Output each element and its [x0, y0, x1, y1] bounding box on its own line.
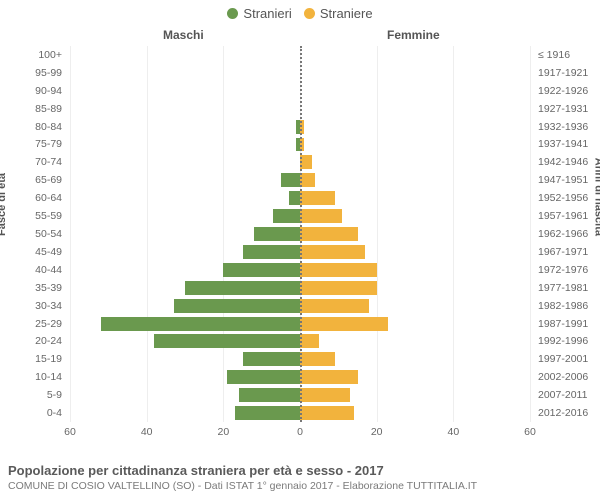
legend: Stranieri Straniere	[0, 0, 600, 21]
year-label: 1932-1936	[534, 118, 600, 136]
bar-male	[174, 299, 301, 313]
age-label: 60-64	[0, 189, 66, 207]
age-label: 10-14	[0, 368, 66, 386]
age-label: 65-69	[0, 171, 66, 189]
bar-female	[300, 209, 342, 223]
bar-female	[300, 352, 335, 366]
x-tick-label: 20	[371, 426, 383, 438]
age-label: 55-59	[0, 207, 66, 225]
bar-female	[300, 317, 388, 331]
year-label: 1972-1976	[534, 261, 600, 279]
age-label: 25-29	[0, 315, 66, 333]
age-label: 45-49	[0, 243, 66, 261]
year-label: 1967-1971	[534, 243, 600, 261]
legend-item-male: Stranieri	[227, 6, 291, 21]
swatch-female	[304, 8, 315, 19]
x-axis-ticks: 6040200204060	[70, 426, 530, 440]
year-label: 1922-1926	[534, 82, 600, 100]
age-label: 95-99	[0, 64, 66, 82]
year-label: 1937-1941	[534, 136, 600, 154]
bar-male	[254, 227, 300, 241]
year-label: 1987-1991	[534, 315, 600, 333]
bar-female	[300, 334, 319, 348]
year-label: 1917-1921	[534, 64, 600, 82]
age-label: 85-89	[0, 100, 66, 118]
age-label: 100+	[0, 46, 66, 64]
year-label: 1977-1981	[534, 279, 600, 297]
column-header-male: Maschi	[163, 28, 204, 42]
bar-male	[273, 209, 300, 223]
chart-title: Popolazione per cittadinanza straniera p…	[8, 463, 592, 478]
age-label: 15-19	[0, 350, 66, 368]
bar-female	[300, 299, 369, 313]
column-header-female: Femmine	[387, 28, 440, 42]
legend-item-female: Straniere	[304, 6, 373, 21]
bar-male	[289, 191, 301, 205]
year-label: 1962-1966	[534, 225, 600, 243]
bar-female	[300, 406, 354, 420]
legend-label-female: Straniere	[320, 6, 373, 21]
year-label: 2007-2011	[534, 386, 600, 404]
age-label: 90-94	[0, 82, 66, 100]
chart-area: Maschi Femmine Fasce di età Anni di nasc…	[0, 28, 600, 444]
bar-male	[239, 388, 300, 402]
year-label: 2002-2006	[534, 368, 600, 386]
bar-female	[300, 263, 377, 277]
x-tick-label: 0	[297, 426, 303, 438]
legend-label-male: Stranieri	[243, 6, 291, 21]
bar-female	[300, 191, 335, 205]
age-label: 35-39	[0, 279, 66, 297]
x-tick-label: 40	[447, 426, 459, 438]
x-tick-label: 40	[141, 426, 153, 438]
age-label: 30-34	[0, 297, 66, 315]
x-tick-label: 20	[217, 426, 229, 438]
bar-male	[223, 263, 300, 277]
year-label: ≤ 1916	[534, 46, 600, 64]
age-label: 50-54	[0, 225, 66, 243]
bar-male	[227, 370, 300, 384]
bar-female	[300, 388, 350, 402]
grid-line	[530, 46, 531, 422]
year-label: 1992-1996	[534, 333, 600, 351]
bar-female	[300, 173, 315, 187]
bar-male	[243, 245, 301, 259]
age-label: 5-9	[0, 386, 66, 404]
age-label: 70-74	[0, 153, 66, 171]
year-label: 2012-2016	[534, 404, 600, 422]
x-tick-label: 60	[64, 426, 76, 438]
bar-male	[185, 281, 300, 295]
year-label: 1947-1951	[534, 171, 600, 189]
footer: Popolazione per cittadinanza straniera p…	[8, 463, 592, 492]
age-label: 80-84	[0, 118, 66, 136]
bar-female	[300, 245, 365, 259]
bar-male	[281, 173, 300, 187]
bar-male	[243, 352, 301, 366]
bar-male	[235, 406, 300, 420]
year-label: 1982-1986	[534, 297, 600, 315]
age-label: 0-4	[0, 404, 66, 422]
y-labels-years: ≤ 19161917-19211922-19261927-19311932-19…	[534, 46, 600, 422]
bar-female	[300, 227, 358, 241]
bar-female	[300, 370, 358, 384]
bar-male	[154, 334, 300, 348]
y-labels-age: 100+95-9990-9485-8980-8475-7970-7465-696…	[0, 46, 66, 422]
year-label: 1942-1946	[534, 153, 600, 171]
year-label: 1957-1961	[534, 207, 600, 225]
age-label: 40-44	[0, 261, 66, 279]
center-axis	[300, 46, 302, 422]
bar-male	[101, 317, 300, 331]
chart-subtitle: COMUNE DI COSIO VALTELLINO (SO) - Dati I…	[8, 480, 592, 492]
swatch-male	[227, 8, 238, 19]
x-tick-label: 60	[524, 426, 536, 438]
age-label: 75-79	[0, 136, 66, 154]
year-label: 1927-1931	[534, 100, 600, 118]
year-label: 1997-2001	[534, 350, 600, 368]
year-label: 1952-1956	[534, 189, 600, 207]
bar-female	[300, 281, 377, 295]
age-label: 20-24	[0, 333, 66, 351]
